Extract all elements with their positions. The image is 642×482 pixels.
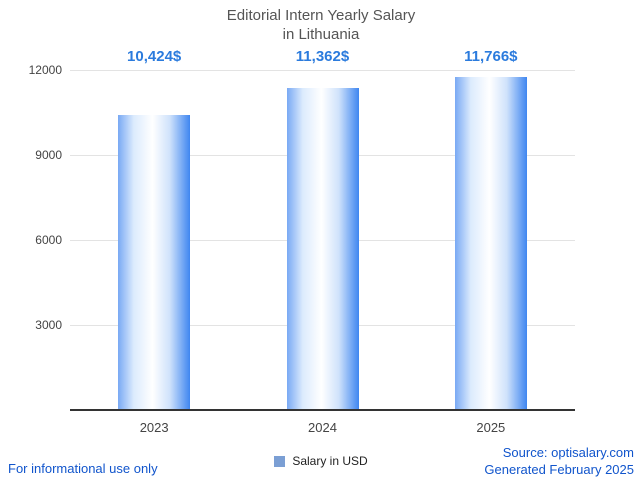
source-block: Source: optisalary.com Generated Februar… <box>484 444 634 478</box>
chart-title-line2: in Lithuania <box>282 26 360 43</box>
plot-area: 3000 6000 9000 12000 2023 10,424$ 2024 11,362$ 2… <box>29 48 575 435</box>
gridline-12000 <box>70 70 575 71</box>
x-tick-label-2025: 2025 <box>476 420 506 435</box>
legend-label: Salary in USD <box>292 454 368 468</box>
bar-2024 <box>286 88 359 410</box>
y-tick-label-9000: 9000 <box>35 148 62 162</box>
y-tick-label-3000: 3000 <box>35 318 62 332</box>
value-label-2024: 11,362$ <box>295 48 350 65</box>
legend-marker-icon <box>274 455 286 467</box>
generated-date: Generated February 2025 <box>484 462 634 477</box>
value-label-2025: 11,766$ <box>464 48 518 65</box>
x-tick-label-2024: 2024 <box>308 420 337 435</box>
disclaimer-text: For informational use only <box>8 461 158 476</box>
source-link[interactable]: Source: optisalary.com <box>502 445 634 460</box>
x-tick-label-2023: 2023 <box>139 420 169 435</box>
x-axis-line <box>70 409 575 411</box>
chart-title-line1: Editorial Intern Yearly Salary <box>226 7 416 24</box>
bar-2025 <box>454 76 527 410</box>
chart-legend: Salary in USD <box>0 454 642 468</box>
y-tick-label-6000: 6000 <box>35 233 62 247</box>
y-tick-label-12000: 12000 <box>28 63 62 77</box>
value-label-2023: 10,424$ <box>127 48 182 65</box>
chart-title: Editorial Intern Yearly Salary in Lithua… <box>0 6 642 44</box>
bar-2023 <box>118 114 191 410</box>
